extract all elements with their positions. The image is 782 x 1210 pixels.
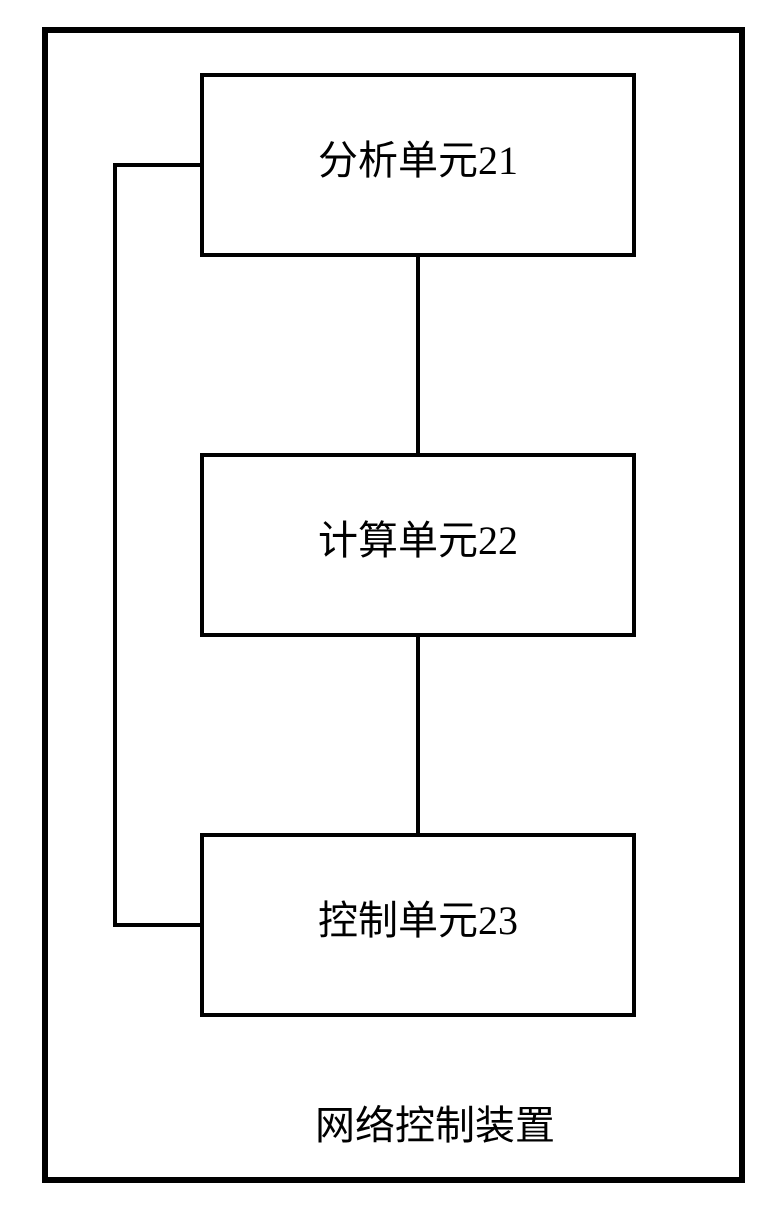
container-label: 网络控制装置 — [315, 1103, 555, 1148]
edge-n1-n3 — [115, 165, 202, 925]
node-label-n2: 计算单元22 — [318, 518, 518, 563]
node-label-n3: 控制单元23 — [318, 898, 518, 943]
diagram-canvas: 分析单元21 计算单元22 控制单元23 网络控制装置 — [0, 0, 782, 1210]
node-label-n1: 分析单元21 — [318, 138, 518, 183]
